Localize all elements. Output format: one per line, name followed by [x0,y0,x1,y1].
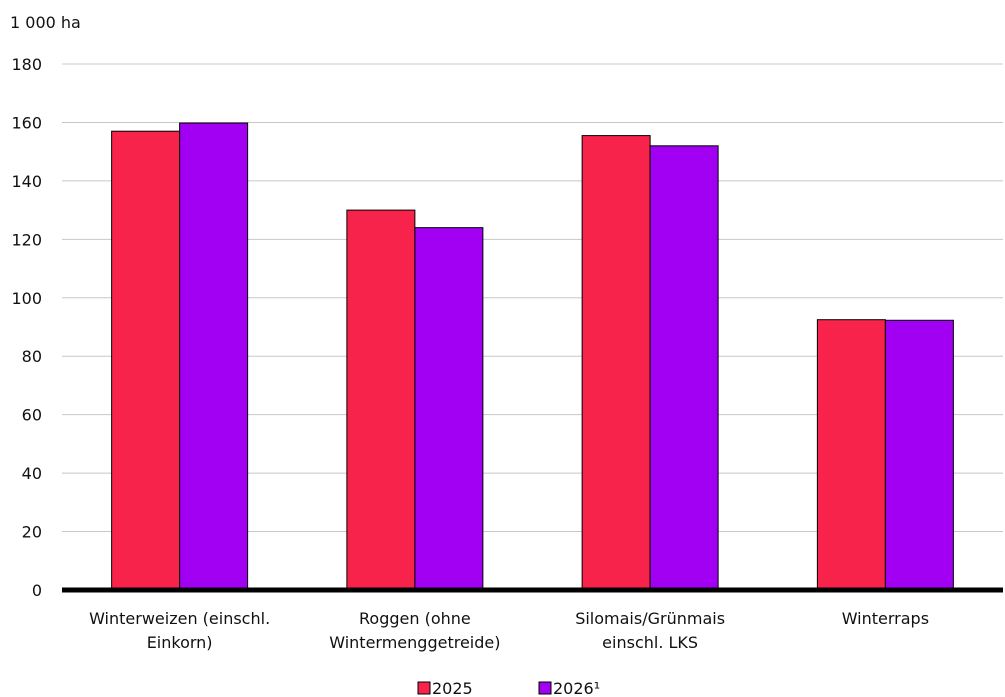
x-tick-label: einschl. LKS [602,633,698,652]
y-tick-label: 0 [32,581,42,600]
x-tick-labels: Winterweizen (einschl. Einkorn) Roggen (oh… [89,609,929,652]
bar-2025-2 [581,135,651,591]
bar-2025-1 [346,209,416,591]
legend-swatch [538,681,552,695]
y-tick-label: 80 [22,347,42,366]
legend-label: 2025 [432,679,473,697]
x-tick-label: Winterweizen (einschl. [89,609,270,628]
bar-2026-3 [884,319,954,591]
x-tick-label: Winterraps [842,609,929,628]
legend: 2025 2026¹ [417,679,600,697]
bar-2026-1 [414,227,484,591]
y-tick-label: 60 [22,406,42,425]
bars [111,122,954,591]
y-tick-label: 40 [22,464,42,483]
y-tick-label: 180 [11,55,42,74]
x-tick-label: Roggen (ohne [359,609,471,628]
bar-2025-0 [111,130,181,591]
x-tick-label: Wintermenggetreide) [329,633,500,652]
y-tick-labels: 0 20 40 60 80 100 120 140 160 180 [11,55,42,600]
x-tick-label: Silomais/Grünmais [575,609,725,628]
bar-2026-0 [179,122,249,591]
legend-label: 2026¹ [553,679,600,697]
legend-swatch [417,681,431,695]
y-tick-label: 100 [11,289,42,308]
y-axis-unit-label: 1 000 ha [10,13,81,32]
x-tick-label: Einkorn) [147,633,213,652]
bar-2026-2 [649,145,719,591]
y-tick-label: 20 [22,523,42,542]
bar-2025-3 [816,319,886,591]
y-tick-label: 160 [11,113,42,132]
y-tick-label: 120 [11,230,42,249]
y-tick-label: 140 [11,172,42,191]
